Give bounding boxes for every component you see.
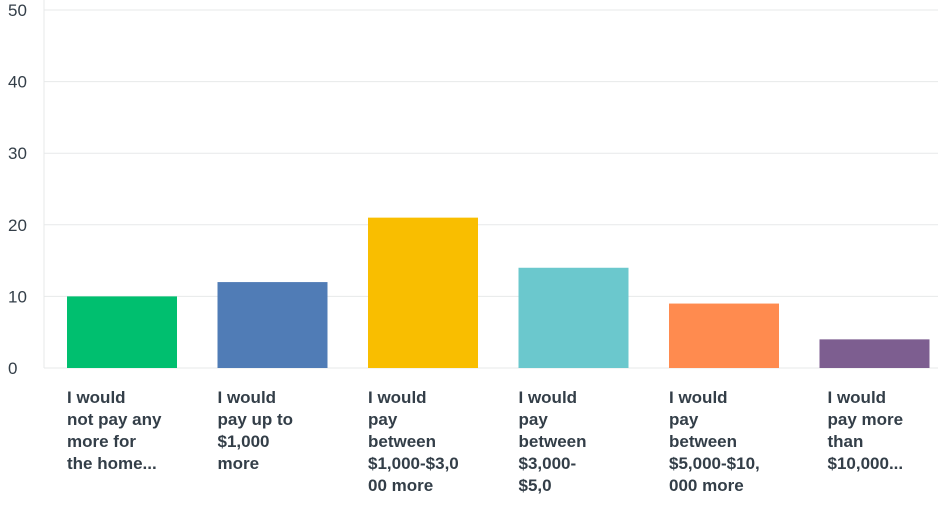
x-category-label-line: $5,0 [518, 476, 552, 495]
x-category-label-line: than [827, 432, 864, 451]
bar[interactable] [819, 339, 930, 368]
x-category-label-line: more [217, 454, 260, 473]
bar[interactable] [368, 217, 478, 368]
x-category-label-line: not pay any [67, 410, 162, 429]
x-category-label: I would not pay any more for the home... [67, 387, 192, 475]
x-category-label-line: I would [827, 388, 887, 407]
x-category-label: I would pay more than $10,000... [828, 387, 938, 475]
x-category-label-line: I would [67, 388, 126, 407]
x-category-label-line: between [669, 432, 738, 451]
y-tick-label: 0 [8, 359, 17, 378]
x-category-label-line: 000 more [669, 476, 744, 495]
x-category-label-line: $3,000- [518, 454, 577, 473]
bar[interactable] [669, 303, 779, 368]
x-category-label: I would pay up to $1,000 more [218, 387, 343, 475]
x-category-label-line: pay more [827, 410, 904, 429]
x-category-label-line: $10,000... [827, 454, 904, 473]
x-category-label: I would pay between $1,000-$3,0 00 more [368, 387, 493, 497]
x-category-label-line: more for [67, 432, 136, 451]
x-category-label-line: 00 more [368, 476, 434, 495]
x-category-label-line: I would [669, 388, 728, 407]
x-category-label-line: the home... [67, 454, 157, 473]
x-category-label: I would pay between $5,000-$10, 000 more [669, 387, 794, 497]
x-category-label-line: pay [669, 410, 699, 429]
x-category-label-line: pay [518, 410, 548, 429]
x-category-label-line: $5,000-$10, [669, 454, 760, 473]
x-category-label: I would pay between $3,000- $5,0 [519, 387, 644, 497]
x-category-label-line: $1,000 [217, 432, 270, 451]
x-category-label-line: between [368, 432, 437, 451]
x-category-label-line: I would [368, 388, 427, 407]
y-tick-label: 30 [8, 144, 27, 163]
bar[interactable] [67, 296, 177, 368]
x-category-label-line: pay [368, 410, 398, 429]
x-category-label-line: pay up to [217, 410, 294, 429]
x-category-label-line: between [518, 432, 587, 451]
bar[interactable] [518, 267, 629, 368]
y-tick-label: 50 [8, 1, 27, 20]
bar[interactable] [217, 282, 328, 368]
x-category-label-line: I would [217, 388, 277, 407]
y-tick-label: 10 [8, 287, 27, 306]
y-tick-label: 20 [8, 216, 27, 235]
y-tick-label: 40 [8, 73, 27, 92]
x-category-label-line: $1,000-$3,0 [368, 454, 459, 473]
x-category-label-line: I would [518, 388, 578, 407]
